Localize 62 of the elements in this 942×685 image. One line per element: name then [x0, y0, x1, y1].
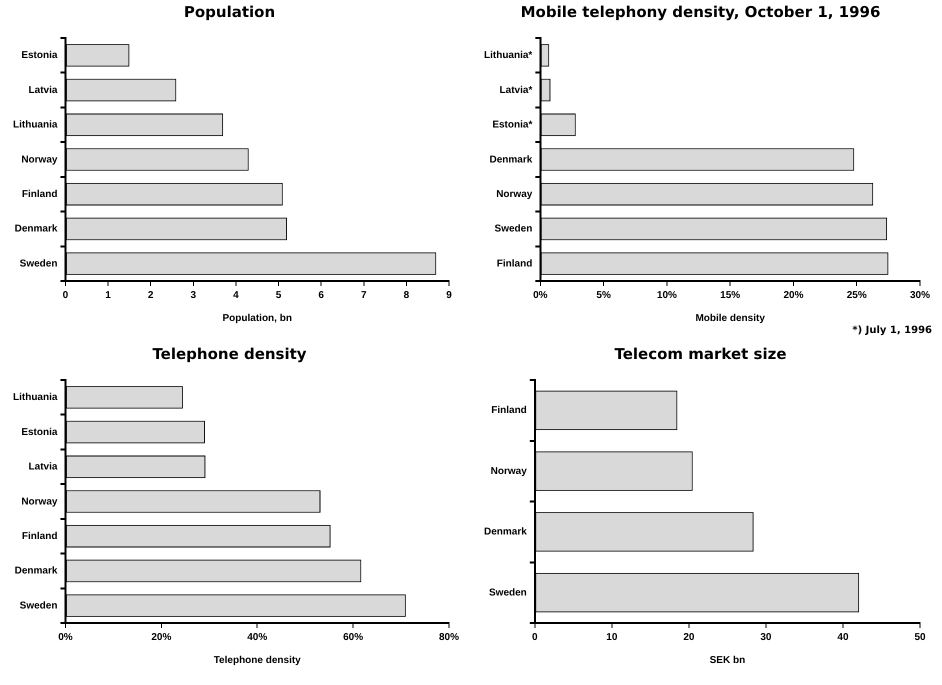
y-tick-label: Norway — [21, 496, 58, 508]
text: *) July 1, 1996 — [852, 325, 932, 336]
y-tick-label: Lithuania — [12, 392, 58, 404]
x-tick-label: 9 — [446, 290, 452, 301]
x-tick-label: 20% — [151, 632, 172, 643]
x-tick-label: 50 — [914, 632, 926, 643]
y-tick-label: Lithuania — [12, 120, 58, 131]
x-tick-label: 40 — [837, 632, 849, 643]
y-tick-label: Lithuania* — [484, 50, 532, 62]
x-tick-label: 0% — [533, 290, 548, 301]
y-tick-label: Sweden — [489, 587, 527, 598]
y-tick-label: Norway — [21, 154, 58, 166]
x-tick-label: 2 — [148, 290, 154, 301]
y-tick-label: Finland — [22, 188, 58, 200]
y-tick-label: Finland — [22, 530, 58, 542]
x-tick-label: 0% — [58, 632, 73, 643]
x-tick-label: 3 — [190, 290, 197, 301]
x-tick-label: 0 — [62, 290, 69, 301]
x-tick-label: 20% — [783, 290, 804, 301]
x-axis-title: Mobile density — [695, 312, 766, 324]
y-tick-label: Estonia — [21, 50, 58, 62]
x-tick-label: 8 — [404, 290, 410, 301]
x-tick-label: 80% — [438, 632, 460, 643]
y-tick-label: Finland — [496, 258, 532, 270]
chart-title: Telephone density — [152, 344, 307, 363]
x-tick-label: 0 — [532, 632, 538, 643]
x-tick-label: 5% — [596, 290, 611, 301]
y-tick-label: Denmark — [14, 224, 58, 235]
y-tick-label: Norway — [490, 466, 528, 477]
y-tick-label: Denmark — [14, 566, 58, 577]
x-tick-label: 5 — [276, 290, 282, 301]
x-tick-label: 25% — [846, 290, 867, 301]
x-tick-label: 40% — [247, 632, 268, 643]
x-axis-title: SEK bn — [710, 654, 746, 666]
x-tick-label: 10% — [656, 290, 678, 301]
chart-title: Population — [184, 2, 276, 21]
x-tick-label: 20 — [683, 632, 695, 643]
y-tick-label: Denmark — [484, 526, 528, 538]
y-tick-label: Latvia — [28, 84, 58, 96]
y-tick-label: Sweden — [20, 600, 58, 612]
x-tick-label: 60% — [343, 632, 364, 643]
x-tick-label: 10 — [606, 632, 618, 643]
x-tick-label: 30% — [910, 290, 930, 301]
chart-title: Mobile telephony density, October 1, 1996 — [520, 2, 880, 21]
x-tick-label: 7 — [360, 290, 367, 301]
chart-title: Telecom market size — [614, 344, 787, 363]
x-axis-title: Population, bn — [222, 312, 292, 324]
y-tick-label: Estonia — [21, 426, 58, 438]
y-tick-label: Latvia* — [500, 84, 532, 96]
x-axis-title: Telephone density — [214, 654, 302, 666]
y-tick-label: Latvia — [28, 462, 58, 473]
y-tick-label: Sweden — [20, 258, 58, 270]
x-tick-label: 15% — [720, 290, 740, 301]
x-tick-label: 30 — [760, 632, 772, 643]
y-tick-label: Finland — [491, 405, 527, 416]
x-tick-label: 1 — [105, 290, 112, 301]
y-tick-label: Denmark — [490, 154, 533, 166]
y-tick-label: Norway — [496, 188, 533, 200]
x-tick-label: 4 — [233, 290, 240, 301]
x-tick-label: 6 — [318, 290, 324, 301]
y-tick-label: Sweden — [494, 224, 532, 235]
y-tick-label: Estonia* — [492, 120, 532, 131]
